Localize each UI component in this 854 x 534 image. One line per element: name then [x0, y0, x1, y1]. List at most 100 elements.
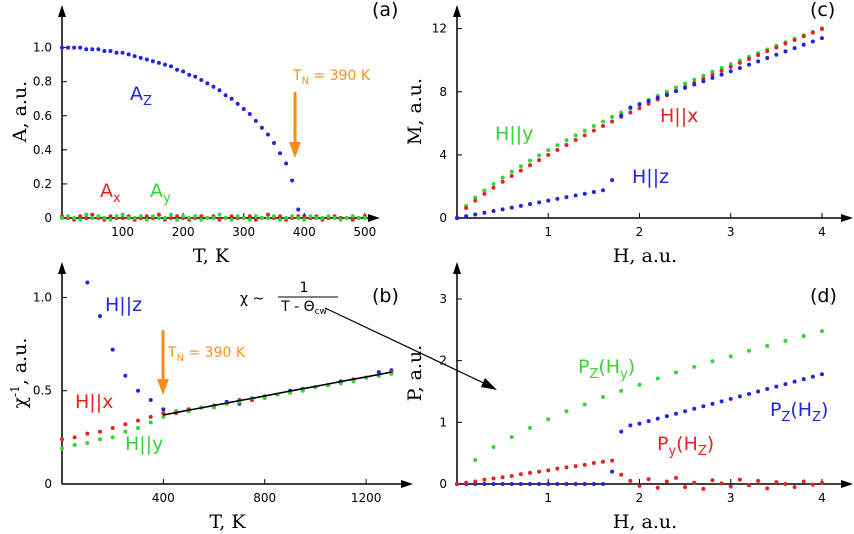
data-point [110, 435, 115, 440]
data-point [217, 217, 222, 222]
data-point [278, 214, 283, 219]
data-point [509, 473, 514, 478]
text-part: T, K [209, 511, 246, 533]
data-point [150, 59, 155, 64]
data-point [162, 216, 167, 220]
data-point [362, 216, 367, 220]
data-point [719, 65, 724, 70]
y-axis-label: P, a.u. [404, 345, 426, 402]
x-axis-label: T, K [209, 511, 246, 533]
data-point [138, 55, 143, 60]
data-point [84, 216, 89, 220]
data-point [728, 354, 733, 359]
data-point [637, 483, 642, 488]
data-point [259, 125, 264, 130]
data-point [181, 214, 186, 219]
data-point [491, 209, 496, 214]
data-point [546, 152, 551, 157]
data-point [810, 374, 815, 379]
series-label: Py(HZ) [657, 433, 714, 459]
text-part: ) [821, 399, 828, 421]
data-point [692, 406, 697, 411]
data-point [108, 217, 113, 222]
data-point [72, 216, 77, 220]
data-point [223, 216, 228, 220]
x-tick-label: 3 [727, 225, 735, 239]
data-point [810, 482, 815, 487]
text-part: A, a.u. [9, 81, 31, 143]
y-tick-label: 12 [432, 22, 447, 36]
data-point [110, 426, 115, 431]
series-label: PZ(Hy) [578, 356, 635, 382]
data-point [537, 469, 542, 474]
data-point [555, 196, 560, 201]
data-point [98, 429, 103, 434]
data-point [573, 138, 578, 143]
formula-denominator: T - Θcw [280, 299, 327, 317]
text-part: H||z [632, 166, 669, 188]
data-point [265, 212, 270, 217]
series-label: PZ(HZ) [770, 399, 828, 425]
data-point [765, 49, 770, 54]
data-point [344, 216, 349, 220]
data-point [175, 214, 180, 219]
data-point [527, 482, 532, 486]
data-point [482, 188, 487, 193]
data-point [537, 153, 542, 158]
data-point [573, 193, 578, 198]
data-point [564, 195, 569, 200]
text-part: A [150, 180, 163, 202]
data-point [223, 93, 228, 98]
data-point [546, 198, 551, 203]
data-point [350, 214, 355, 219]
series-label: H||z [105, 294, 142, 316]
data-point [683, 409, 688, 414]
data-point [619, 429, 624, 434]
y-tick-label: 1.0 [33, 290, 52, 304]
text-part: Z [781, 410, 790, 425]
data-point [126, 216, 131, 220]
data-point [710, 401, 715, 406]
data-point [136, 388, 141, 393]
data-point [156, 216, 161, 220]
data-point [783, 338, 788, 343]
data-point [217, 212, 222, 217]
data-point [573, 464, 578, 469]
y-tick-label: 0 [44, 211, 52, 225]
fit-line [163, 371, 392, 416]
data-point [546, 417, 551, 422]
formula-arrow [324, 307, 491, 387]
data-point [290, 214, 295, 219]
data-point [72, 442, 77, 447]
x-tick-label: 2 [636, 491, 644, 505]
data-point [701, 73, 706, 78]
data-point [518, 203, 523, 208]
data-point [300, 388, 305, 393]
data-point [746, 348, 751, 353]
data-point [765, 343, 770, 348]
data-point [193, 214, 198, 219]
text-part: T [292, 68, 302, 84]
data-point [85, 431, 90, 436]
data-point [144, 57, 149, 62]
annotation-arrowhead [157, 379, 169, 395]
data-point [108, 49, 113, 54]
x-tick-label: 4 [818, 491, 826, 505]
data-point [308, 214, 313, 219]
data-point [247, 112, 252, 117]
data-point [199, 214, 204, 219]
data-point [655, 95, 660, 100]
text-part: Z [812, 410, 821, 425]
data-point [85, 280, 90, 285]
data-point [78, 217, 83, 222]
data-point [132, 216, 137, 220]
data-point [60, 216, 64, 220]
data-point [482, 210, 487, 215]
data-point [205, 81, 210, 86]
data-point [673, 89, 678, 94]
data-point [464, 206, 469, 211]
text-part: H||x [660, 105, 698, 127]
data-point [126, 52, 131, 57]
series-label: H||y [495, 123, 533, 145]
